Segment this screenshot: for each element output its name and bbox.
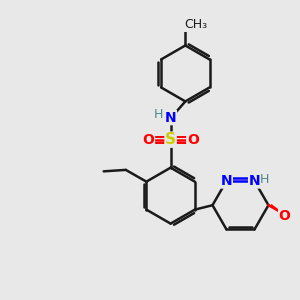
Text: N: N [165,111,176,124]
Text: N: N [221,174,232,188]
Text: S: S [165,132,176,147]
Text: O: O [142,133,154,147]
Text: H: H [260,173,269,186]
Text: N: N [249,174,260,188]
Text: CH₃: CH₃ [184,18,207,32]
Text: H: H [154,108,164,121]
Text: O: O [187,133,199,147]
Text: O: O [279,208,291,223]
